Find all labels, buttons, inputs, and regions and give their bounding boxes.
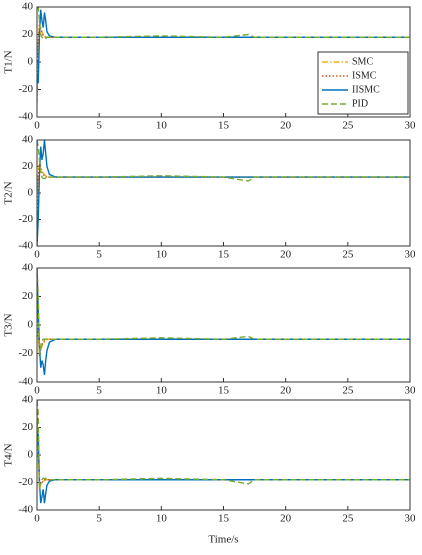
x-tick-label: 30	[405, 249, 417, 261]
y-axis-label: T4/N	[3, 443, 15, 466]
y-tick-label: 40	[22, 1, 34, 13]
x-tick-label: 0	[34, 385, 40, 397]
x-tick-label: 10	[156, 513, 168, 525]
y-tick-label: -40	[18, 504, 33, 516]
x-tick-label: 20	[280, 249, 292, 261]
series-line	[37, 140, 410, 246]
x-tick-label: 20	[280, 120, 292, 132]
plot-area	[37, 268, 410, 382]
series-line	[37, 7, 410, 40]
x-tick-label: 10	[156, 249, 168, 261]
series-group	[37, 7, 410, 104]
y-tick-label: 40	[22, 262, 34, 274]
x-tick-label: 30	[405, 385, 417, 397]
y-tick-label: -40	[18, 240, 33, 252]
y-tick-label: 0	[28, 449, 34, 461]
y-tick-label: 0	[28, 56, 34, 68]
plot-frame	[36, 399, 411, 511]
y-tick-label: -40	[18, 376, 33, 388]
y-axis-label: T1/N	[3, 50, 15, 73]
x-tick-label: 20	[280, 513, 292, 525]
plot-frame	[36, 139, 411, 247]
series-group	[37, 400, 410, 504]
y-tick-label: 40	[22, 394, 34, 406]
y-tick-label: 40	[22, 134, 34, 146]
x-tick-label: 5	[96, 513, 102, 525]
series-line	[37, 268, 410, 354]
y-axis-label: T2/N	[3, 181, 15, 204]
x-tick-label: 25	[342, 385, 354, 397]
legend-label: ISMC	[352, 70, 377, 81]
x-tick-label: 5	[96, 249, 102, 261]
x-tick-label: 20	[280, 385, 292, 397]
x-tick-label: 0	[34, 513, 40, 525]
legend-label: IISMC	[352, 84, 380, 95]
series-line	[37, 140, 410, 182]
series-group	[37, 268, 410, 375]
x-tick-label: 15	[218, 249, 230, 261]
series-group	[37, 140, 410, 246]
y-tick-label: 0	[28, 187, 34, 199]
plot-frame	[36, 6, 411, 118]
series-line	[37, 400, 410, 490]
y-tick-label: -20	[18, 83, 33, 95]
x-tick-label: 5	[96, 385, 102, 397]
y-tick-label: -40	[18, 111, 33, 123]
x-tick-label: 25	[342, 513, 354, 525]
x-tick-label: 10	[156, 385, 168, 397]
y-tick-label: 20	[22, 421, 34, 433]
x-tick-label: 30	[405, 513, 417, 525]
legend-label: SMC	[352, 56, 373, 67]
x-tick-label: 15	[218, 513, 230, 525]
y-tick-label: 20	[22, 28, 34, 40]
y-tick-label: 0	[28, 319, 34, 331]
x-tick-label: 5	[96, 120, 102, 132]
x-tick-label: 0	[34, 249, 40, 261]
x-tick-label: 0	[34, 120, 40, 132]
x-tick-label: 15	[218, 120, 230, 132]
x-tick-label: 25	[342, 249, 354, 261]
x-tick-label: 30	[405, 120, 417, 132]
y-tick-label: -20	[18, 213, 33, 225]
plot-frame	[36, 267, 411, 383]
x-axis-label: Time/s	[208, 534, 238, 546]
x-tick-label: 25	[342, 120, 354, 132]
plot-area	[37, 400, 410, 510]
x-tick-label: 10	[156, 120, 168, 132]
y-tick-label: 20	[22, 160, 34, 172]
y-tick-label: -20	[18, 347, 33, 359]
y-axis-label: T3/N	[3, 313, 15, 336]
y-tick-label: -20	[18, 476, 33, 488]
plot-area	[37, 140, 410, 246]
x-tick-label: 15	[218, 385, 230, 397]
y-tick-label: 20	[22, 290, 34, 302]
legend-label: PID	[352, 98, 368, 109]
